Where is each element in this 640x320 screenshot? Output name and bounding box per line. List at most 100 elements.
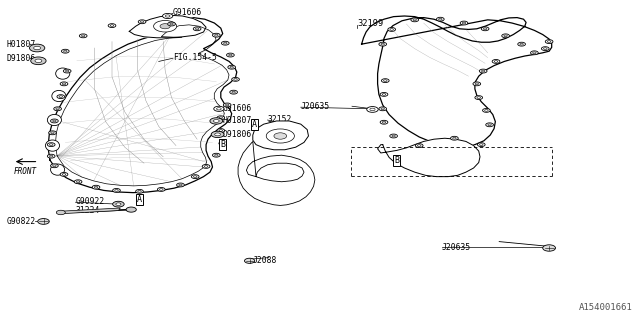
Circle shape (157, 188, 165, 191)
Text: FIG.154-5: FIG.154-5 (173, 53, 217, 62)
Circle shape (211, 131, 224, 138)
Circle shape (266, 129, 294, 143)
Text: G91606: G91606 (173, 8, 202, 17)
Circle shape (31, 57, 46, 65)
Circle shape (136, 189, 143, 193)
Circle shape (415, 144, 423, 148)
Circle shape (221, 41, 229, 45)
Circle shape (202, 164, 210, 168)
Circle shape (113, 201, 124, 207)
Circle shape (492, 60, 500, 63)
Circle shape (545, 40, 553, 44)
Circle shape (38, 219, 49, 224)
Circle shape (177, 183, 184, 187)
Circle shape (481, 27, 489, 31)
Circle shape (51, 119, 58, 123)
Circle shape (79, 34, 87, 38)
Polygon shape (362, 16, 552, 147)
Circle shape (477, 143, 485, 147)
Circle shape (214, 119, 219, 122)
Circle shape (531, 51, 538, 55)
Circle shape (212, 153, 220, 157)
Circle shape (232, 77, 239, 81)
Circle shape (217, 129, 225, 132)
Circle shape (518, 42, 525, 46)
Circle shape (460, 21, 468, 25)
Text: FRONT: FRONT (14, 167, 37, 176)
Circle shape (541, 47, 549, 51)
Text: 31224: 31224 (76, 206, 100, 215)
Circle shape (381, 79, 389, 83)
Polygon shape (48, 18, 237, 193)
Circle shape (60, 172, 68, 176)
Polygon shape (61, 208, 120, 214)
Circle shape (60, 82, 68, 86)
Ellipse shape (52, 90, 66, 101)
Polygon shape (253, 121, 308, 150)
Polygon shape (238, 141, 315, 205)
Circle shape (212, 33, 220, 37)
Circle shape (390, 134, 397, 138)
Circle shape (47, 143, 55, 147)
Circle shape (126, 207, 136, 212)
Circle shape (473, 82, 481, 86)
Circle shape (29, 44, 45, 52)
Circle shape (116, 203, 121, 205)
Circle shape (244, 258, 255, 263)
Text: J20635: J20635 (301, 102, 330, 111)
Circle shape (380, 92, 388, 96)
Circle shape (51, 164, 58, 168)
Text: 32152: 32152 (268, 115, 292, 124)
Circle shape (274, 133, 287, 139)
Text: H01807: H01807 (223, 116, 252, 125)
Circle shape (388, 28, 396, 31)
Polygon shape (378, 138, 480, 177)
Text: D91806: D91806 (6, 54, 36, 63)
Circle shape (160, 24, 170, 29)
Circle shape (210, 118, 223, 124)
Circle shape (138, 20, 146, 24)
Circle shape (367, 107, 378, 112)
Circle shape (215, 133, 220, 136)
Circle shape (92, 185, 100, 189)
Text: H01807: H01807 (6, 40, 36, 49)
Circle shape (486, 123, 493, 127)
Circle shape (475, 96, 483, 100)
Circle shape (191, 175, 199, 179)
Circle shape (63, 69, 71, 73)
Text: G90922: G90922 (76, 197, 105, 206)
Text: G91606: G91606 (223, 104, 252, 113)
Ellipse shape (47, 114, 61, 125)
Circle shape (217, 116, 225, 120)
Circle shape (227, 53, 234, 57)
Circle shape (47, 154, 55, 158)
Text: A154001661: A154001661 (579, 303, 632, 312)
Ellipse shape (45, 140, 60, 151)
Circle shape (214, 106, 224, 111)
Text: B: B (394, 156, 399, 165)
Text: D91806: D91806 (223, 130, 252, 139)
Circle shape (57, 95, 65, 99)
Text: G90822: G90822 (6, 217, 36, 226)
Text: J20635: J20635 (442, 243, 471, 252)
Text: A: A (137, 195, 142, 204)
Circle shape (61, 49, 69, 53)
Polygon shape (129, 15, 206, 38)
Circle shape (230, 90, 237, 94)
Circle shape (228, 65, 236, 69)
Circle shape (154, 20, 177, 32)
Circle shape (49, 131, 56, 135)
Circle shape (451, 136, 458, 140)
Circle shape (219, 141, 227, 145)
Circle shape (502, 34, 509, 38)
Circle shape (56, 210, 65, 215)
Circle shape (380, 120, 388, 124)
Circle shape (411, 18, 419, 22)
Circle shape (479, 69, 487, 73)
Ellipse shape (51, 164, 65, 175)
Circle shape (223, 103, 231, 107)
Circle shape (35, 59, 42, 62)
Circle shape (163, 13, 173, 19)
Ellipse shape (56, 68, 70, 79)
Circle shape (379, 42, 387, 46)
